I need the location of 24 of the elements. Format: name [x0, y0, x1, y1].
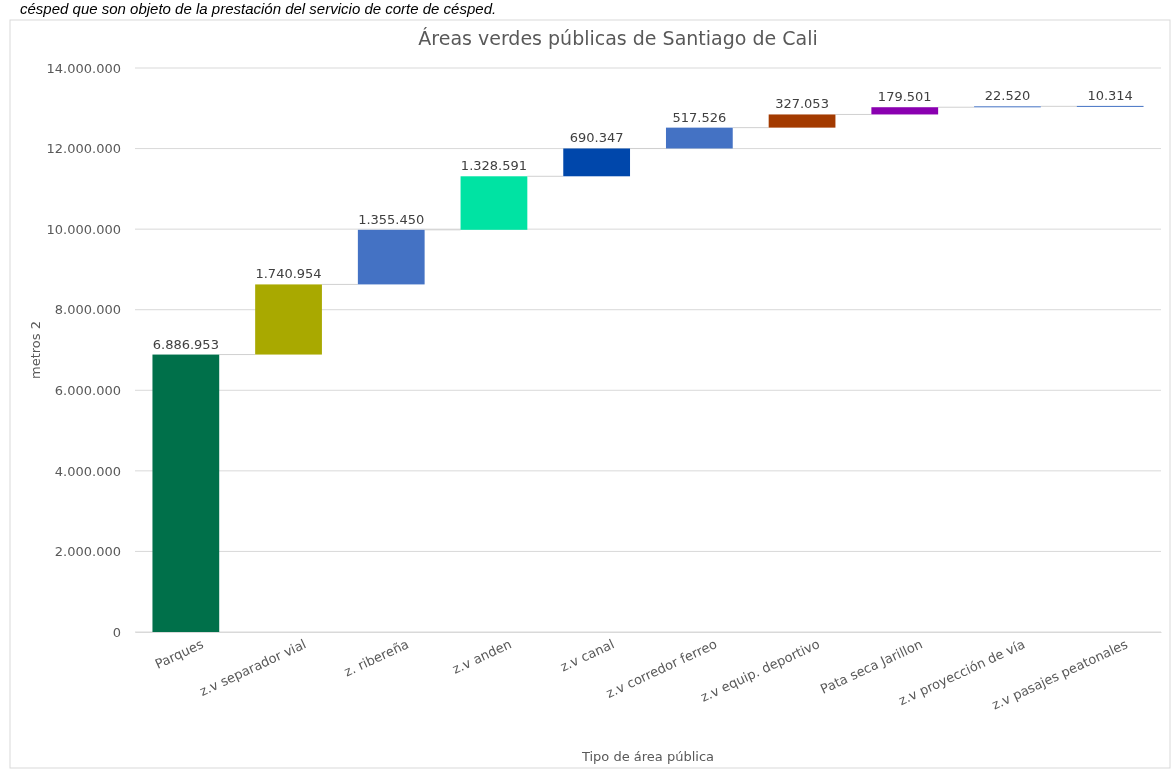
y-tick-label: 14.000.000 — [46, 60, 121, 76]
data-label: 1.355.450 — [358, 211, 425, 227]
chart-title: Áreas verdes públicas de Santiago de Cali — [418, 27, 818, 49]
data-label: 327.053 — [775, 96, 829, 112]
data-label: 10.314 — [1087, 87, 1133, 103]
data-label: 179.501 — [877, 89, 932, 105]
y-tick-label: 8.000.000 — [54, 302, 121, 318]
y-tick-label: 10.000.000 — [46, 221, 121, 237]
y-tick-label: 4.000.000 — [54, 463, 121, 479]
y-tick-label: 12.000.000 — [46, 141, 121, 157]
x-axis-title: Tipo de área pública — [580, 749, 715, 764]
y-axis-title: metros 2 — [28, 321, 43, 379]
data-label: 690.347 — [569, 130, 624, 146]
y-tick-label: 0 — [112, 624, 121, 640]
data-label: 22.520 — [984, 88, 1031, 104]
data-label: 1.740.954 — [255, 266, 322, 282]
text: césped que son objeto de la prestación del servicio de corte de césped. — [20, 0, 497, 17]
y-tick-label: 6.000.000 — [54, 382, 121, 398]
data-label: 6.886.953 — [152, 336, 219, 352]
data-label: 1.328.591 — [460, 158, 528, 174]
x-tick-label: z.v canal — [557, 636, 617, 675]
data-label: 517.526 — [672, 109, 727, 125]
x-tick-label: z.v anden — [449, 636, 514, 677]
y-tick-label: 2.000.000 — [54, 544, 121, 560]
